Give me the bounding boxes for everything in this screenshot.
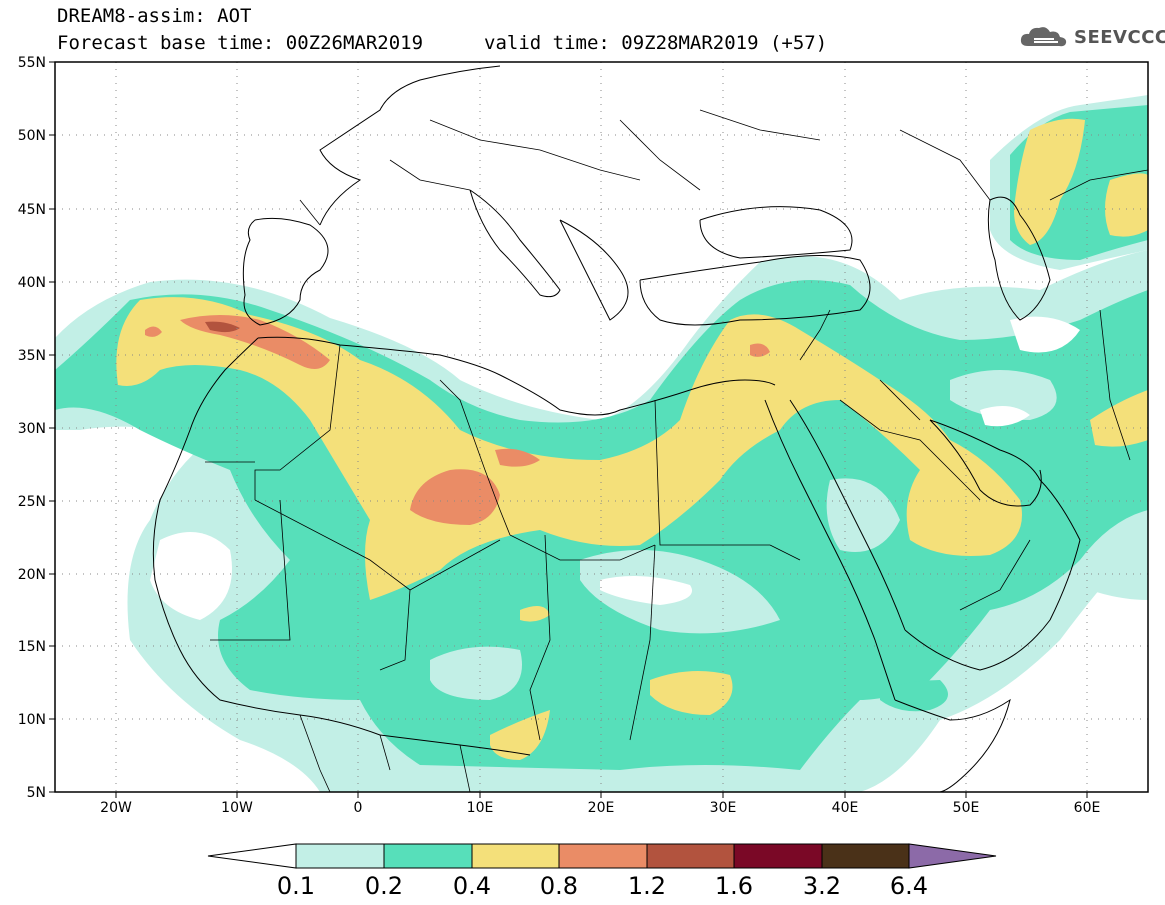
lon-label-20E: 20E — [587, 800, 615, 816]
lon-label-10W: 10W — [221, 800, 253, 816]
colorbar-label-0.8: 0.8 — [539, 872, 579, 900]
forecast-base-time: Forecast base time: 00Z26MAR2019 — [57, 32, 424, 54]
country-borders — [205, 109, 1148, 792]
lon-label-60E: 60E — [1073, 800, 1101, 816]
colorbar-label-6.4: 6.4 — [889, 872, 929, 900]
lat-label-25N: 25N — [17, 494, 46, 510]
lon-label-30E: 30E — [709, 800, 737, 816]
colorbar-cell-7 — [821, 843, 910, 869]
colorbar-cell-2 — [383, 843, 473, 869]
colorbar-cell-5 — [646, 843, 735, 869]
colorbar-label-3.2: 3.2 — [802, 872, 842, 900]
lat-label-30N: 30N — [17, 421, 46, 437]
product-title: DREAM8-assim: AOT — [57, 5, 252, 27]
colorbar-cell-lower — [207, 843, 297, 869]
lon-label-10E: 10E — [466, 800, 494, 816]
lon-label-50E: 50E — [952, 800, 980, 816]
aot-field — [55, 62, 1148, 792]
lon-label-0: 0 — [353, 800, 363, 816]
colorbar-label-1.2: 1.2 — [627, 872, 667, 900]
colorbar-label-0.2: 0.2 — [364, 872, 404, 900]
colorbar-cell-6 — [733, 843, 823, 869]
lat-label-20N: 20N — [17, 567, 46, 583]
cloud-icon — [1020, 27, 1067, 47]
colorbar-cell-3 — [471, 843, 560, 869]
logo-text: SEEVCCC — [1074, 26, 1165, 48]
lat-label-55N: 55N — [17, 55, 46, 71]
lat-label-5N: 5N — [26, 785, 46, 801]
colorbar-cell-4 — [558, 843, 648, 869]
aot-band-below-0.1 — [150, 316, 1080, 620]
axis-ticks — [49, 61, 1088, 798]
lat-label-50N: 50N — [17, 128, 46, 144]
coastlines — [152, 65, 1081, 792]
aot-band-1.2 — [205, 321, 240, 333]
lat-label-40N: 40N — [17, 275, 46, 291]
lon-label-20W: 20W — [100, 800, 132, 816]
lon-label-40E: 40E — [831, 800, 859, 816]
lat-label-45N: 45N — [17, 202, 46, 218]
aot-band-0.4 — [116, 118, 1148, 760]
colorbar-cell-1 — [295, 843, 385, 869]
lat-label-35N: 35N — [17, 348, 46, 364]
lat-label-10N: 10N — [17, 712, 46, 728]
colorbar — [207, 843, 997, 869]
map-graticule — [55, 62, 1148, 792]
lat-label-15N: 15N — [17, 639, 46, 655]
colorbar-label-1.6: 1.6 — [714, 872, 754, 900]
colorbar-label-0.1: 0.1 — [276, 872, 316, 900]
valid-time: valid time: 09Z28MAR2019 (+57) — [484, 32, 828, 54]
colorbar-cell-upper — [908, 843, 997, 869]
colorbar-label-0.4: 0.4 — [452, 872, 492, 900]
seevccc-logo: SEEVCCC — [1018, 24, 1165, 50]
